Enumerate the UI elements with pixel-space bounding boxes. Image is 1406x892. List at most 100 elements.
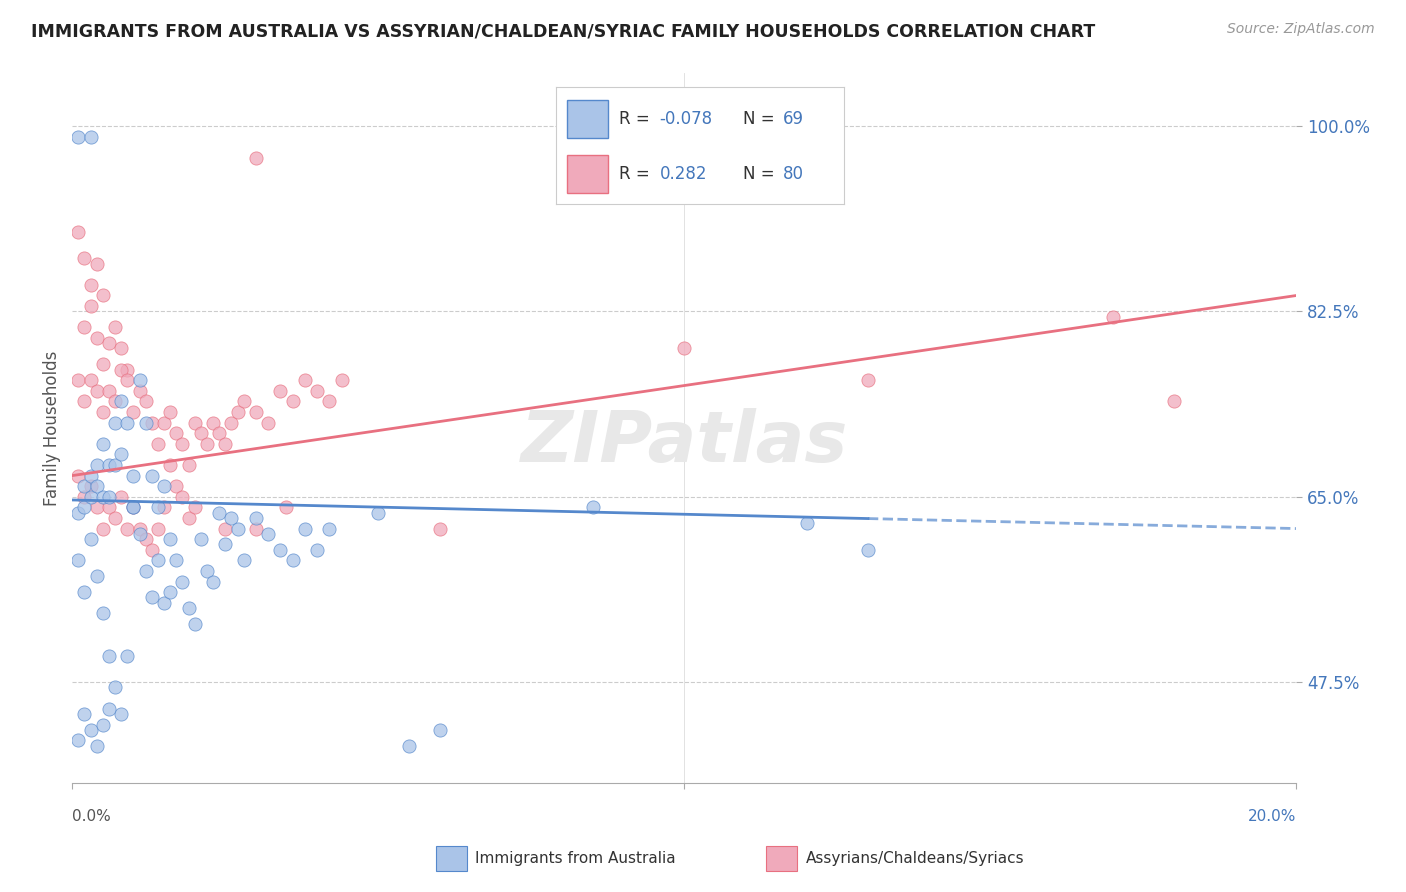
Point: [79, 129, 101, 144]
Point: [73, 490, 96, 504]
Point: [429, 522, 451, 536]
Point: [79, 723, 101, 737]
Point: [110, 447, 132, 461]
Point: [153, 596, 176, 610]
Point: [294, 522, 316, 536]
Text: 0.0%: 0.0%: [72, 809, 111, 824]
Point: [141, 542, 163, 557]
Point: [183, 416, 205, 430]
Point: [117, 373, 139, 387]
Point: [146, 500, 169, 515]
Point: [172, 490, 194, 504]
Point: [128, 522, 150, 536]
Point: [245, 405, 267, 419]
Point: [67, 733, 90, 747]
Point: [190, 532, 212, 546]
Point: [122, 500, 145, 515]
Point: [97, 500, 120, 515]
Point: [146, 437, 169, 451]
Point: [79, 468, 101, 483]
Point: [1163, 394, 1185, 409]
Point: [91, 405, 114, 419]
Point: [122, 500, 145, 515]
Point: [183, 500, 205, 515]
Point: [97, 458, 120, 472]
Point: [159, 532, 181, 546]
Point: [214, 522, 236, 536]
Point: [79, 299, 101, 313]
Point: [257, 527, 280, 541]
Point: [214, 537, 236, 551]
Point: [208, 426, 231, 441]
Point: [79, 277, 101, 292]
Point: [91, 522, 114, 536]
Point: [245, 151, 267, 165]
Point: [97, 384, 120, 398]
Point: [67, 553, 90, 567]
Point: [208, 506, 231, 520]
Point: [91, 288, 114, 302]
Point: [153, 479, 176, 493]
Point: [86, 458, 108, 472]
Point: [91, 490, 114, 504]
Point: [86, 331, 108, 345]
Point: [165, 479, 187, 493]
Point: [79, 532, 101, 546]
Point: [177, 458, 200, 472]
Point: [79, 479, 101, 493]
Point: [117, 416, 139, 430]
Point: [110, 490, 132, 504]
Point: [856, 373, 879, 387]
Point: [135, 394, 157, 409]
Point: [73, 320, 96, 334]
Point: [1102, 310, 1125, 324]
Point: [91, 717, 114, 731]
Point: [104, 681, 127, 695]
Point: [97, 648, 120, 663]
Point: [117, 648, 139, 663]
Point: [128, 527, 150, 541]
Point: [232, 394, 254, 409]
Point: [67, 129, 90, 144]
Point: [245, 511, 267, 525]
Point: [159, 458, 181, 472]
Point: [110, 362, 132, 376]
Point: [67, 373, 90, 387]
Point: [91, 357, 114, 371]
Point: [202, 574, 225, 589]
Point: [117, 522, 139, 536]
Point: [128, 373, 150, 387]
Point: [177, 601, 200, 615]
Text: Source: ZipAtlas.com: Source: ZipAtlas.com: [1227, 22, 1375, 37]
Text: Immigrants from Australia: Immigrants from Australia: [475, 851, 676, 865]
Point: [91, 607, 114, 621]
Point: [104, 458, 127, 472]
Point: [153, 416, 176, 430]
Point: [110, 394, 132, 409]
Text: ZIPatlas: ZIPatlas: [520, 408, 848, 476]
Point: [159, 405, 181, 419]
Point: [79, 490, 101, 504]
Point: [257, 416, 280, 430]
Point: [73, 252, 96, 266]
Point: [67, 506, 90, 520]
Point: [128, 384, 150, 398]
Point: [67, 225, 90, 239]
Point: [153, 500, 176, 515]
Point: [86, 479, 108, 493]
Point: [110, 706, 132, 721]
Point: [294, 373, 316, 387]
Point: [856, 542, 879, 557]
Point: [135, 564, 157, 578]
Point: [318, 522, 340, 536]
Point: [202, 416, 225, 430]
Point: [97, 490, 120, 504]
Point: [172, 437, 194, 451]
Point: [429, 723, 451, 737]
Point: [73, 706, 96, 721]
Point: [165, 426, 187, 441]
Point: [86, 257, 108, 271]
Point: [195, 437, 218, 451]
Point: [330, 373, 353, 387]
Point: [796, 516, 818, 531]
